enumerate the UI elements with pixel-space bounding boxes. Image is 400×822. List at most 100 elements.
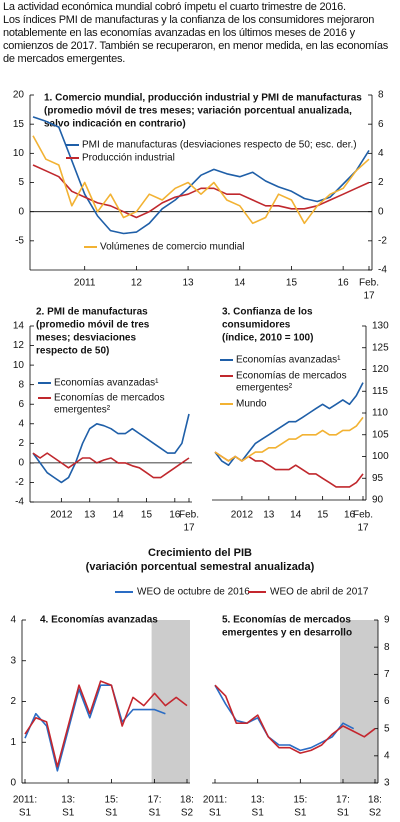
x-tick-label: 15: [293, 795, 307, 806]
y-tick-label: 4 [18, 418, 24, 429]
y-tick-label: 8 [384, 642, 390, 653]
chart-title: 4. Economías avanzadas [40, 615, 158, 626]
header-body: Los índices PMI de manufacturas y la con… [3, 14, 388, 65]
legend-label: Mundo [236, 399, 267, 410]
y-tick-label: 0 [18, 206, 24, 217]
x-tick-label: S2 [181, 808, 194, 819]
x-tick-label: 16 [338, 278, 350, 289]
x-tick-label: S1 [19, 808, 32, 819]
y-tick-label: 90 [372, 495, 384, 506]
y-tick-label: 2 [10, 696, 16, 707]
x-tick-label: 17: [336, 795, 350, 806]
x-tick-label: 18: [368, 795, 382, 806]
x-tick-label: 13 [263, 510, 275, 521]
x-tick-label: 2012 [50, 510, 73, 521]
y-tick-label: 0 [18, 458, 24, 469]
x-tick-label: 17 [363, 291, 375, 302]
chart-title: 5. Economías de mercados [222, 615, 351, 626]
y-tick-label: 125 [372, 342, 389, 353]
legend-label: Economías de mercados [54, 393, 165, 404]
legend-label: Producción industrial [82, 153, 175, 164]
x-tick-label: 13 [183, 278, 195, 289]
y2-tick-label: 4 [378, 148, 384, 159]
series-line [214, 382, 364, 466]
x-tick-label: Feb. [359, 278, 379, 289]
y-tick-label: 10 [13, 148, 25, 159]
x-tick-label: 14 [234, 278, 246, 289]
series-line [32, 452, 190, 479]
x-tick-label: 2011: [13, 795, 37, 806]
y-tick-label: 120 [372, 364, 389, 375]
y-tick-label: 4 [384, 750, 390, 761]
chart-title: meses; desviaciones [36, 333, 136, 344]
chart-title: 2. PMI de manufacturas [36, 307, 148, 318]
y-tick-label: 3 [10, 655, 16, 666]
legend-label: emergentes² [54, 405, 111, 416]
y-tick-label: 100 [372, 451, 389, 462]
y2-tick-label: 0 [378, 206, 384, 217]
group-title: Crecimiento del PIB [148, 547, 252, 559]
y-tick-label: 0 [10, 778, 16, 789]
series-line [32, 413, 190, 484]
y-tick-label: -2 [15, 477, 24, 488]
header: La actividad económica mundial cobró ímp… [3, 1, 397, 66]
y-tick-label: 14 [13, 321, 25, 332]
projection-shade [340, 620, 378, 783]
x-tick-label: Feb. [179, 510, 199, 521]
x-tick-label: 14 [290, 510, 302, 521]
x-tick-label: S2 [369, 808, 382, 819]
x-tick-label: 13 [84, 510, 96, 521]
x-tick-label: 14 [113, 510, 125, 521]
y-tick-label: 20 [13, 90, 25, 101]
y-tick-label: 8 [18, 379, 24, 390]
y-tick-label: -5 [15, 235, 24, 246]
x-tick-label: S1 [252, 808, 265, 819]
y-tick-label: 130 [372, 321, 389, 332]
y-tick-label: 12 [13, 340, 25, 351]
series-line [214, 416, 364, 462]
y2-tick-label: 8 [378, 90, 384, 101]
series-line [24, 684, 166, 772]
chart-title: consumidores [222, 320, 291, 331]
chart-title: emergentes y en desarrollo [222, 628, 352, 639]
x-tick-label: S1 [209, 808, 222, 819]
chart-title: salvo indicación en contrario) [44, 119, 186, 130]
legend-label: Economías avanzadas¹ [236, 355, 341, 366]
y-tick-label: 4 [10, 615, 16, 626]
x-tick-label: 17 [357, 523, 369, 534]
y2-tick-label: -4 [378, 265, 387, 276]
y-tick-label: 9 [384, 615, 390, 626]
y-tick-label: 95 [372, 473, 384, 484]
y2-tick-label: 6 [378, 119, 384, 130]
chart-title: respecto de 50) [36, 346, 109, 357]
y-tick-label: 6 [18, 399, 24, 410]
x-tick-label: 2011 [74, 278, 96, 289]
chart-title: (promedio móvil de tres [36, 320, 150, 331]
y-tick-label: 1 [10, 737, 16, 748]
legend-label: emergentes² [236, 383, 293, 394]
x-tick-label: S1 [148, 808, 161, 819]
x-tick-label: 15 [317, 510, 329, 521]
x-tick-label: S1 [105, 808, 118, 819]
chart-title: 1. Comercio mundial, producción industri… [44, 93, 362, 104]
x-tick-label: S1 [337, 808, 350, 819]
legend-label: Volúmenes de comercio mundial [100, 242, 245, 253]
y-tick-label: 5 [18, 177, 24, 188]
x-tick-label: 13: [251, 795, 265, 806]
x-tick-label: 18: [180, 795, 194, 806]
y-tick-label: 5 [384, 723, 390, 734]
x-tick-label: 12 [131, 278, 143, 289]
series-line [32, 164, 370, 219]
series-line [24, 680, 188, 768]
legend-label: Economías avanzadas¹ [54, 378, 159, 389]
y-tick-label: 105 [372, 429, 389, 440]
x-tick-label: 17 [183, 523, 195, 534]
y-tick-label: 3 [384, 778, 390, 789]
x-tick-label: 13: [61, 795, 75, 806]
header-title: La actividad económica mundial cobró ímp… [3, 1, 346, 13]
chart-title: 3. Confianza de los [222, 307, 313, 318]
x-tick-label: 2011: [203, 795, 227, 806]
x-tick-label: 15: [104, 795, 118, 806]
